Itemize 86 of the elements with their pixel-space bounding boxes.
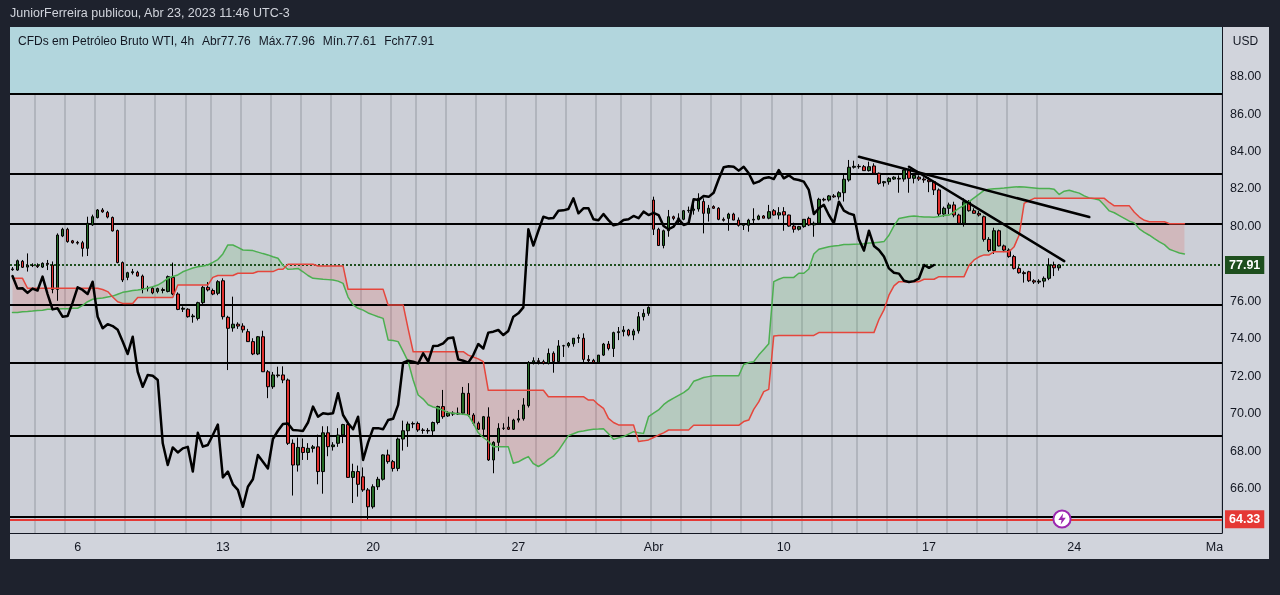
candlestick	[637, 311, 640, 335]
x-tick-label: 17	[922, 539, 937, 554]
candlestick	[662, 229, 665, 249]
text: CFDs em Petróleo Bruto WTI, 4h	[18, 34, 195, 48]
candlestick	[572, 337, 575, 348]
candlestick	[56, 232, 59, 302]
candlestick	[607, 340, 610, 351]
x-tick-label: 24	[1067, 539, 1082, 554]
y-axis-title: USD	[1231, 34, 1260, 48]
candlestick	[131, 268, 134, 276]
ref-line-label: 77.91	[1229, 258, 1261, 273]
candlestick	[492, 440, 495, 474]
candlestick	[687, 206, 690, 214]
y-tick-label: 72.00	[1230, 368, 1262, 383]
candlestick	[757, 214, 760, 221]
candlestick	[81, 240, 84, 258]
candlestick	[682, 209, 685, 221]
candlestick	[617, 326, 620, 341]
candlestick	[632, 328, 635, 341]
candlestick	[507, 416, 510, 431]
candlestick	[467, 382, 470, 418]
x-tick-label: 13	[215, 539, 230, 554]
candlestick	[141, 274, 144, 294]
candlestick	[31, 262, 34, 268]
candlestick	[26, 252, 29, 273]
x-tick-label: 27	[511, 539, 526, 554]
y-tick-label: 70.00	[1230, 406, 1262, 421]
y-tick-label: 84.00	[1230, 143, 1262, 158]
candlestick	[66, 227, 69, 244]
candlestick	[472, 412, 475, 426]
y-tick-label: 66.00	[1230, 481, 1262, 496]
candlestick	[121, 260, 124, 283]
candlestick	[602, 342, 605, 357]
candlestick	[76, 240, 79, 246]
candlestick	[156, 287, 159, 294]
candlestick	[126, 271, 129, 281]
candlestick	[151, 286, 154, 295]
y-tick-label: 88.00	[1230, 69, 1262, 84]
candlestick	[577, 334, 580, 344]
candlestick	[517, 409, 520, 424]
candlestick	[71, 239, 74, 245]
candlestick	[41, 261, 44, 269]
candlestick	[502, 422, 505, 431]
y-tick-label: 74.00	[1230, 331, 1262, 346]
candlestick	[16, 259, 19, 272]
candlestick	[21, 259, 24, 269]
y-tick-label: 86.00	[1230, 106, 1262, 121]
ref-line-label: 64.33	[1229, 512, 1261, 527]
candlestick	[612, 331, 615, 358]
candlestick	[106, 210, 109, 219]
candlestick	[657, 227, 660, 247]
chart-title: JuniorFerreira publicou, Abr 23, 2023 11:46 UTC-3	[10, 6, 290, 20]
candlestick	[732, 212, 735, 221]
annotation: Mín.77.61	[322, 34, 377, 48]
x-tick-label: 20	[366, 539, 381, 554]
candlestick	[622, 325, 625, 337]
candlestick	[562, 344, 565, 358]
candlestick	[627, 328, 630, 337]
y-tick-label: 76.00	[1230, 293, 1262, 308]
candlestick	[96, 208, 99, 219]
annotation: Fch77.91	[384, 34, 435, 48]
candlestick	[61, 227, 64, 238]
candlestick	[101, 207, 104, 214]
y-tick-label: 80.00	[1230, 218, 1262, 233]
candlestick	[46, 259, 49, 271]
candlestick	[512, 418, 515, 431]
annotation: Máx.77.96	[258, 34, 315, 48]
x-tick-label: 10	[776, 539, 791, 554]
x-tick-label: Ma	[1205, 539, 1224, 554]
candlestick	[717, 206, 720, 221]
candlestick	[477, 421, 480, 431]
candlestick	[116, 229, 119, 264]
candlestick	[672, 215, 675, 221]
candlestick	[642, 308, 645, 321]
x-tick-label: 6	[74, 539, 82, 554]
candlestick	[522, 397, 525, 422]
candlestick	[567, 341, 570, 349]
candlestick	[36, 262, 39, 269]
annotation: Abr77.76	[202, 34, 251, 48]
x-tick-label: Abr	[643, 539, 664, 554]
y-tick-label: 82.00	[1230, 181, 1262, 196]
candlestick	[51, 260, 54, 294]
candlestick	[11, 266, 14, 272]
candlestick	[712, 204, 715, 210]
y-tick-label: 68.00	[1230, 443, 1262, 458]
candlestick	[136, 270, 139, 277]
